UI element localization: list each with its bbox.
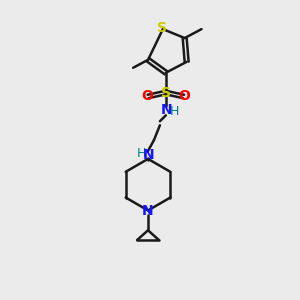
Text: O: O	[141, 88, 153, 103]
Text: H: H	[136, 148, 146, 160]
Text: S: S	[157, 21, 167, 35]
Text: N: N	[142, 204, 154, 218]
Text: O: O	[179, 88, 190, 103]
Text: N: N	[161, 103, 173, 117]
Text: S: S	[161, 85, 171, 100]
Text: N: N	[143, 148, 155, 162]
Text: H: H	[170, 105, 179, 118]
